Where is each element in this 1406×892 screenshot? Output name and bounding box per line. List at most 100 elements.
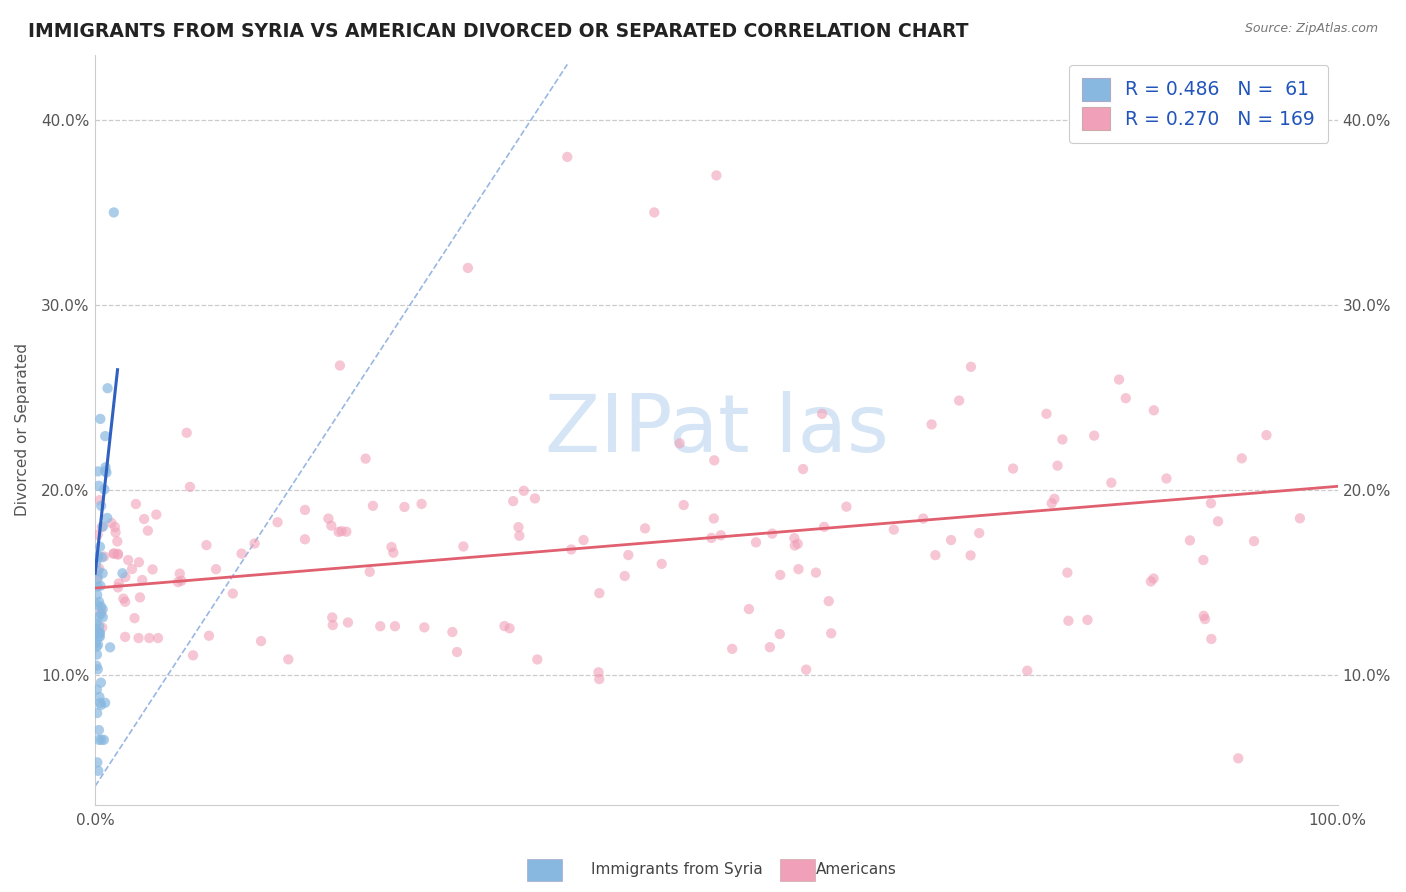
Point	[124, 611, 146, 625]
Point	[960, 359, 983, 374]
Point	[1099, 475, 1122, 490]
Point	[787, 562, 810, 576]
Point	[1040, 496, 1063, 510]
Point	[86, 626, 108, 640]
Point	[328, 524, 350, 539]
Point	[112, 591, 135, 606]
Point	[266, 515, 288, 529]
Point	[100, 516, 122, 530]
Point	[1192, 608, 1215, 623]
Point	[176, 425, 198, 440]
Point	[86, 658, 108, 673]
Point	[560, 542, 582, 557]
Text: IMMIGRANTS FROM SYRIA VS AMERICAN DIVORCED OR SEPARATED CORRELATION CHART: IMMIGRANTS FROM SYRIA VS AMERICAN DIVORC…	[28, 22, 969, 41]
Point	[706, 169, 728, 183]
Point	[411, 497, 433, 511]
Point	[413, 620, 436, 634]
Point	[1043, 491, 1066, 506]
Point	[222, 586, 245, 600]
Point	[104, 520, 127, 534]
Point	[91, 610, 114, 624]
Point	[1046, 458, 1069, 473]
Point	[441, 625, 464, 640]
Text: Source: ZipAtlas.com: Source: ZipAtlas.com	[1244, 22, 1378, 36]
Point	[588, 672, 610, 686]
Point	[86, 572, 108, 586]
Point	[555, 150, 578, 164]
Point	[794, 663, 817, 677]
Point	[394, 500, 416, 514]
Point	[250, 634, 273, 648]
Point	[104, 525, 127, 540]
Point	[146, 631, 169, 645]
Point	[813, 520, 835, 534]
Point	[205, 562, 228, 576]
Point	[1115, 391, 1137, 405]
Point	[129, 591, 152, 605]
Point	[651, 557, 673, 571]
Point	[967, 526, 990, 541]
Point	[1056, 566, 1078, 580]
Point	[354, 451, 377, 466]
Point	[912, 511, 935, 525]
Point	[769, 568, 792, 582]
Point	[786, 537, 808, 551]
Point	[1143, 403, 1166, 417]
Point	[84, 616, 107, 631]
Point	[89, 626, 111, 640]
Point	[959, 549, 981, 563]
Point	[90, 607, 112, 622]
Point	[446, 645, 468, 659]
Point	[761, 526, 783, 541]
Point	[86, 648, 108, 662]
Point	[94, 460, 117, 475]
Point	[617, 548, 640, 562]
Point	[89, 690, 111, 704]
Point	[380, 540, 402, 554]
Point	[87, 638, 110, 652]
Point	[336, 615, 359, 630]
Point	[87, 464, 110, 478]
Point	[1083, 428, 1105, 442]
Point	[948, 393, 970, 408]
Point	[384, 619, 406, 633]
Point	[89, 561, 111, 575]
Point	[87, 595, 110, 609]
Point	[94, 429, 117, 443]
Point	[1142, 572, 1164, 586]
Point	[87, 549, 110, 563]
Point	[138, 631, 160, 645]
Point	[87, 732, 110, 747]
Point	[91, 620, 114, 634]
Point	[494, 619, 516, 633]
Point	[939, 533, 962, 547]
Point	[103, 547, 125, 561]
Point	[131, 573, 153, 587]
Point	[703, 453, 725, 467]
Point	[114, 570, 136, 584]
Point	[93, 732, 115, 747]
Point	[1230, 451, 1253, 466]
Point	[107, 581, 129, 595]
Point	[672, 498, 695, 512]
Point	[329, 359, 352, 373]
Point	[1201, 632, 1223, 646]
Point	[136, 524, 159, 538]
Point	[498, 621, 520, 635]
Point	[87, 629, 110, 643]
Point	[90, 675, 112, 690]
Point	[91, 550, 114, 565]
Point	[84, 635, 107, 649]
Point	[96, 511, 118, 525]
Point	[87, 479, 110, 493]
Point	[382, 546, 405, 560]
Point	[111, 566, 134, 581]
Point	[700, 531, 723, 545]
Point	[132, 512, 155, 526]
Point	[86, 598, 108, 612]
Point	[86, 706, 108, 720]
Point	[87, 764, 110, 778]
Point	[145, 508, 167, 522]
Point	[523, 491, 546, 506]
Point	[1289, 511, 1312, 525]
